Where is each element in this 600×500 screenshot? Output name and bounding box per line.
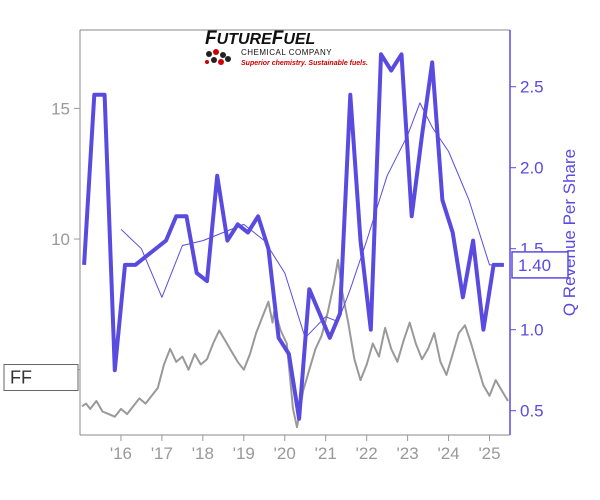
logo-tagline: Superior chemistry. Sustainable fuels. bbox=[241, 60, 368, 67]
logo-dot bbox=[220, 52, 226, 58]
right-axis-title: Q Revenue Per Share bbox=[560, 149, 579, 316]
dual-axis-chart: 510150.51.01.52.02.5'16'17'18'19'20'21'2… bbox=[0, 0, 600, 500]
right-tick-label: 0.5 bbox=[520, 402, 544, 421]
logo-dot bbox=[225, 56, 231, 62]
ticker-label: FF bbox=[10, 368, 32, 388]
revenue-thin-line bbox=[121, 103, 504, 338]
logo-main-text: FUTUREFUEL bbox=[205, 28, 315, 49]
logo-dot bbox=[213, 49, 219, 55]
x-tick-label: '17 bbox=[151, 444, 173, 463]
right-value-label: 1.40 bbox=[518, 256, 551, 275]
x-tick-label: '21 bbox=[315, 444, 337, 463]
right-tick-label: 1.0 bbox=[520, 321, 544, 340]
x-tick-label: '23 bbox=[397, 444, 419, 463]
logo-sub-text: CHEMICAL COMPANY bbox=[241, 48, 332, 57]
x-tick-label: '22 bbox=[356, 444, 378, 463]
x-tick-label: '16 bbox=[110, 444, 132, 463]
logo: FUTUREFUELCHEMICAL COMPANY Superior chemi… bbox=[205, 28, 368, 67]
x-tick-label: '25 bbox=[478, 444, 500, 463]
chart-container: 510150.51.01.52.02.5'16'17'18'19'20'21'2… bbox=[0, 0, 600, 500]
x-tick-label: '20 bbox=[274, 444, 296, 463]
x-tick-label: '24 bbox=[437, 444, 459, 463]
logo-dot bbox=[206, 51, 212, 57]
right-tick-label: 2.5 bbox=[520, 78, 544, 97]
x-tick-label: '18 bbox=[192, 444, 214, 463]
x-tick-label: '19 bbox=[233, 444, 255, 463]
left-tick-label: 15 bbox=[51, 99, 70, 118]
left-tick-label: 10 bbox=[51, 230, 70, 249]
logo-dot bbox=[205, 60, 209, 64]
logo-dot bbox=[211, 57, 217, 63]
logo-dot bbox=[218, 59, 224, 65]
right-tick-label: 2.0 bbox=[520, 159, 544, 178]
